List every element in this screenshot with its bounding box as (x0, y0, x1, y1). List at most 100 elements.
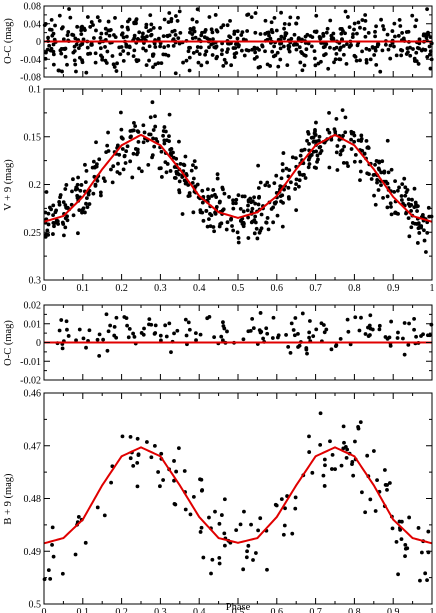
v_light-point (65, 214, 69, 219)
b_light-point (176, 446, 181, 451)
oc_v-point (93, 60, 98, 65)
oc_v-point (396, 33, 401, 38)
b_light-xtick-label: 0.4 (193, 607, 206, 613)
oc_b-point (334, 343, 339, 348)
v_light-point (139, 169, 144, 174)
oc_v-point (153, 45, 158, 49)
oc_v-point (62, 47, 67, 52)
oc_v-point (126, 27, 130, 32)
v_light-point (367, 172, 371, 177)
oc_v-point (81, 37, 86, 42)
oc_b-point (251, 326, 256, 331)
oc_v-point (346, 15, 350, 19)
oc_v-point (151, 65, 155, 69)
b_light-point (131, 463, 136, 468)
v_light-point (57, 200, 62, 204)
v_light-point (249, 220, 254, 225)
v_light-point (57, 202, 62, 207)
v_light-point (225, 220, 230, 225)
v_light-point (403, 193, 408, 198)
v_light-point (46, 211, 51, 216)
oc_v-point (374, 62, 379, 67)
v_light-point (215, 172, 220, 177)
v_light-point (119, 127, 124, 132)
oc_v-point (347, 25, 352, 30)
oc_v-point (91, 23, 95, 27)
v_light-point (316, 138, 321, 143)
oc_b-point (97, 353, 102, 358)
v_light-point (65, 205, 70, 210)
b_light-point (363, 510, 368, 515)
v_light-point (162, 141, 167, 146)
oc_v-point (158, 44, 163, 49)
oc_v-point (297, 45, 302, 50)
b_light-point (219, 513, 224, 517)
oc_b-point (412, 327, 416, 332)
v_light-point (210, 194, 214, 198)
oc_v-point (115, 61, 119, 66)
oc_v-point (79, 25, 84, 30)
oc_v-point (220, 48, 224, 53)
oc_v-point (92, 36, 96, 40)
v_light-point (265, 216, 270, 220)
b_light-point (109, 480, 114, 485)
v_light-point (415, 209, 419, 213)
oc_v-point (279, 34, 284, 39)
oc_b-points (55, 311, 434, 358)
v_light-point (254, 226, 259, 231)
v_light-point (115, 143, 120, 148)
v_light-point (175, 170, 180, 175)
oc_b-point (308, 319, 312, 323)
v_light-point (249, 200, 254, 205)
oc_b-point (95, 337, 100, 342)
v_light-point (52, 224, 56, 229)
oc_b-point (108, 323, 113, 328)
oc_v-point (171, 44, 176, 48)
v_light-point (192, 159, 197, 164)
v_light-point (275, 213, 280, 218)
v_light-point (217, 224, 222, 229)
oc_v-point (348, 43, 353, 48)
oc_v-point (250, 47, 255, 52)
v_light-point (335, 144, 340, 148)
b_light-point (328, 439, 332, 444)
oc_v-point (312, 49, 317, 54)
oc_v-point (144, 25, 149, 30)
v_light-point (46, 222, 51, 227)
oc_v-point (141, 31, 145, 36)
v_light-point (415, 241, 420, 245)
b_light-xtick-label: 0.8 (348, 607, 361, 613)
oc_v-point (392, 44, 396, 49)
oc_v-point (275, 50, 280, 55)
oc_v-point (196, 60, 201, 65)
oc_v-point (127, 44, 132, 49)
oc_b-point (377, 323, 382, 328)
oc_v-point (425, 7, 429, 12)
v_light-point (255, 236, 260, 241)
oc_v-point (425, 55, 430, 59)
v_light-point (61, 200, 66, 205)
oc_b-point (106, 329, 111, 334)
v_light-point (128, 159, 133, 164)
b_light-point (245, 549, 249, 554)
v_light-point (352, 159, 357, 164)
b_light-point (207, 515, 211, 520)
oc_v-point (76, 46, 81, 51)
v_light-point (58, 195, 62, 200)
oc_b-point (66, 334, 71, 338)
oc_v-point (393, 34, 397, 39)
oc_v-point (106, 28, 111, 33)
v_light-point (91, 191, 96, 196)
v_light-point (131, 151, 136, 156)
oc_v-point (213, 45, 218, 50)
oc_v-point (374, 24, 378, 29)
v_light-point (313, 128, 317, 132)
oc-b-ylabel: O-C (mag) (3, 320, 14, 366)
oc_v-point (360, 49, 364, 54)
b_light-point (339, 463, 344, 468)
v_light-point (245, 208, 250, 213)
oc_b-point (172, 331, 176, 336)
v_light-point (141, 123, 146, 128)
oc_v-point (272, 44, 277, 49)
v_light-point (386, 170, 391, 175)
